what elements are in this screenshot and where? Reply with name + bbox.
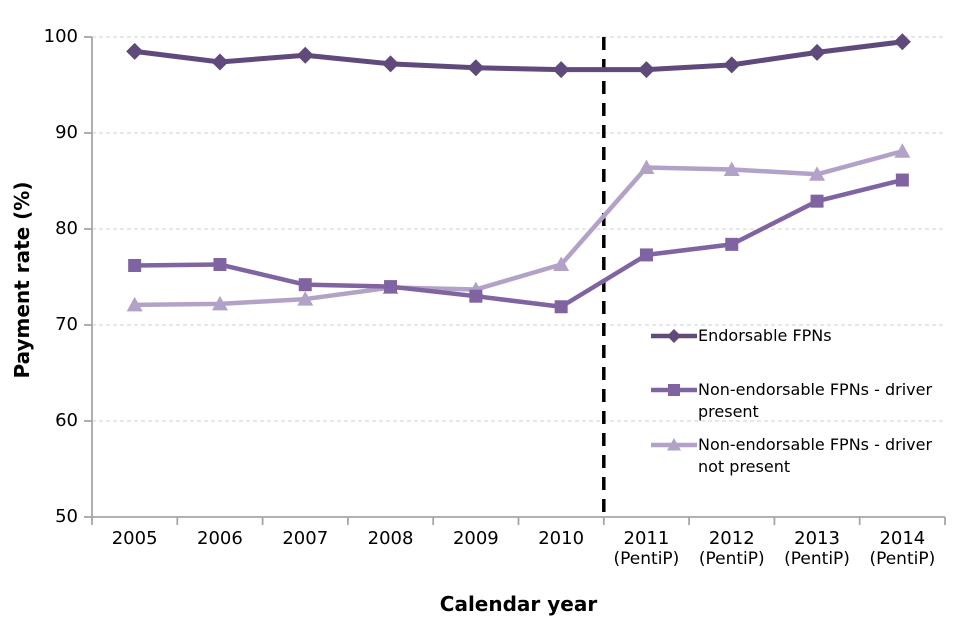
x-tick-label: 2011 (PentiP)	[591, 528, 701, 570]
legend-label: Endorsable FPNs	[698, 326, 832, 345]
x-tick-year: 2008	[367, 528, 414, 549]
x-tick-label: 2008	[336, 528, 446, 549]
x-tick-label: 2009	[421, 528, 531, 549]
legend-square-marker	[651, 384, 697, 396]
x-tick-pentip: (PentiP)	[784, 549, 850, 569]
y-tick-label: 90	[55, 122, 78, 143]
legend-label: Non-endorsable FPNs - driver not present	[698, 435, 933, 476]
legend-item: Endorsable FPNs	[650, 325, 954, 347]
series-endorsable-fpns	[126, 33, 911, 79]
x-tick-year: 2014	[879, 528, 926, 549]
y-tick-label: 80	[55, 218, 78, 239]
x-tick-year: 2012	[708, 528, 755, 549]
x-tick-pentip: (PentiP)	[869, 549, 936, 569]
series-line	[132, 177, 905, 310]
x-tick-year: 2006	[197, 528, 243, 549]
x-tick-year: 2010	[538, 528, 585, 549]
y-tick-label: 50	[55, 506, 78, 527]
series-line	[132, 148, 905, 308]
x-tick-year: 2009	[452, 528, 499, 549]
axes	[84, 36, 946, 525]
x-tick-year: 2005	[111, 528, 158, 549]
x-tick-year: 2011	[623, 528, 670, 549]
x-tick-year: 2013	[794, 528, 840, 549]
x-tick-label: 2012 (PentiP)	[677, 528, 787, 570]
x-tick-label: 2013 (PentiP)	[762, 528, 872, 570]
x-tick-label: 2006	[165, 528, 275, 549]
series-line	[132, 39, 905, 73]
y-tick-label: 60	[55, 410, 78, 431]
series-non-endorsable-fpns-driver-present	[128, 173, 909, 314]
x-tick-pentip: (PentiP)	[698, 549, 765, 569]
x-tick-label: 2007	[250, 528, 360, 549]
legend-label: Non-endorsable FPNs - driver present	[698, 380, 933, 421]
legend-triangle-marker	[651, 438, 697, 451]
legend-item: Non-endorsable FPNs - driver present	[650, 379, 954, 423]
x-tick-pentip: (PentiP)	[613, 549, 680, 569]
x-tick-year: 2007	[282, 528, 329, 549]
legend-diamond-marker	[651, 329, 697, 343]
legend-item: Non-endorsable FPNs - driver not present	[650, 434, 954, 478]
x-tick-label: 2010	[506, 528, 616, 549]
y-tick-label: 70	[55, 314, 78, 335]
x-tick-label: 2014 (PentiP)	[847, 528, 957, 570]
y-tick-label: 100	[43, 26, 78, 47]
series-non-endorsable-fpns-driver-not-present	[126, 143, 911, 312]
gridlines	[92, 36, 945, 422]
x-axis-title: Calendar year	[439, 592, 598, 616]
x-tick-label: 2005	[80, 528, 190, 549]
y-axis-title: Payment rate (%)	[10, 181, 34, 379]
